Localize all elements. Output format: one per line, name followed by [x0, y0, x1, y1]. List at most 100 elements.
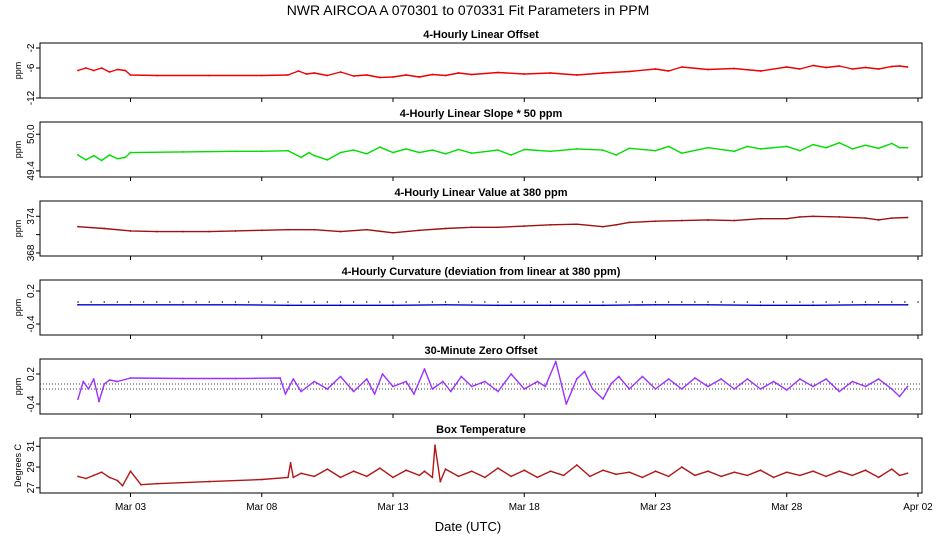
data-point	[405, 380, 408, 383]
data-point	[292, 378, 295, 380]
reference-dot	[707, 301, 709, 303]
data-point	[733, 150, 736, 153]
data-point	[155, 482, 158, 485]
data-point	[812, 143, 814, 146]
data-point	[707, 146, 709, 149]
data-point	[234, 230, 237, 232]
plot-frame	[39, 358, 923, 415]
y-tick-label: -12	[26, 90, 37, 105]
data-point	[628, 221, 631, 224]
data-point	[313, 475, 316, 478]
series-line-curvature	[78, 304, 908, 306]
y-tick-label: -6	[26, 63, 37, 72]
data-point	[182, 151, 184, 153]
reference-dot	[418, 301, 420, 303]
data-point	[851, 474, 854, 477]
reference-dot	[221, 301, 224, 303]
data-point	[497, 71, 499, 74]
data-point	[208, 74, 211, 77]
reference-dot	[195, 301, 197, 303]
data-point	[575, 464, 578, 466]
data-point	[575, 223, 578, 226]
data-point	[707, 68, 709, 71]
data-point	[772, 476, 775, 479]
data-point	[352, 470, 355, 473]
data-point	[300, 156, 303, 159]
data-point	[457, 72, 460, 74]
data-point	[77, 225, 79, 228]
data-point	[497, 467, 499, 469]
data-point	[733, 388, 736, 390]
data-point	[906, 472, 909, 475]
data-point	[431, 73, 434, 76]
data-point	[536, 476, 539, 479]
plot-frame	[39, 279, 923, 336]
data-point	[434, 444, 436, 447]
data-point	[182, 230, 184, 233]
data-point	[431, 476, 434, 479]
data-point	[549, 470, 552, 473]
data-point	[77, 398, 79, 400]
data-point	[575, 378, 578, 380]
panel-title: 4-Hourly Curvature (deviation from linea…	[342, 266, 621, 278]
data-point	[890, 142, 893, 145]
data-point	[287, 476, 289, 479]
data-point	[77, 154, 79, 156]
data-point	[523, 73, 526, 75]
plot-frame	[39, 42, 923, 99]
series-line-offset	[77, 64, 908, 79]
data-point	[864, 217, 867, 220]
data-point	[392, 151, 394, 154]
data-point	[92, 69, 95, 72]
data-point	[798, 378, 801, 380]
data-point	[470, 152, 473, 155]
data-point	[405, 74, 408, 76]
data-point	[129, 303, 132, 306]
data-point	[733, 67, 736, 70]
reference-dot	[523, 301, 525, 303]
y-axis-label: ppm	[13, 378, 23, 396]
data-point	[680, 388, 683, 390]
data-point	[292, 476, 295, 479]
data-point	[108, 71, 111, 73]
data-point	[77, 303, 79, 306]
data-point	[116, 68, 119, 71]
reference-dot	[326, 301, 329, 303]
data-point	[641, 476, 644, 479]
data-point	[208, 230, 211, 233]
data-point	[746, 145, 749, 148]
data-point	[84, 477, 87, 480]
data-point	[182, 377, 184, 380]
reference-dot	[129, 301, 132, 303]
y-axis-label: ppm	[13, 141, 23, 159]
data-point	[812, 64, 814, 67]
data-point	[423, 470, 426, 473]
data-point	[575, 74, 578, 76]
data-point	[497, 149, 499, 152]
data-point	[523, 388, 526, 390]
reference-dot	[339, 301, 342, 303]
data-point	[129, 377, 132, 379]
data-point	[339, 476, 342, 479]
data-point	[155, 230, 158, 233]
data-point	[287, 149, 289, 152]
x-tick-label: Mar 23	[640, 502, 672, 513]
data-point	[838, 390, 841, 393]
reference-dot	[103, 301, 105, 303]
data-point	[680, 219, 683, 222]
data-point	[100, 159, 103, 162]
data-point	[906, 216, 909, 219]
data-point	[785, 471, 788, 474]
data-point	[562, 474, 565, 477]
data-point	[898, 65, 901, 67]
data-point	[470, 226, 473, 229]
data-point	[100, 471, 103, 474]
data-point	[82, 380, 85, 383]
data-point	[373, 393, 376, 395]
data-point	[825, 378, 828, 380]
reference-dot	[733, 301, 735, 303]
y-tick-label: 31	[26, 440, 37, 452]
reference-dot	[313, 301, 315, 303]
data-point	[772, 380, 775, 383]
data-point	[864, 144, 867, 147]
